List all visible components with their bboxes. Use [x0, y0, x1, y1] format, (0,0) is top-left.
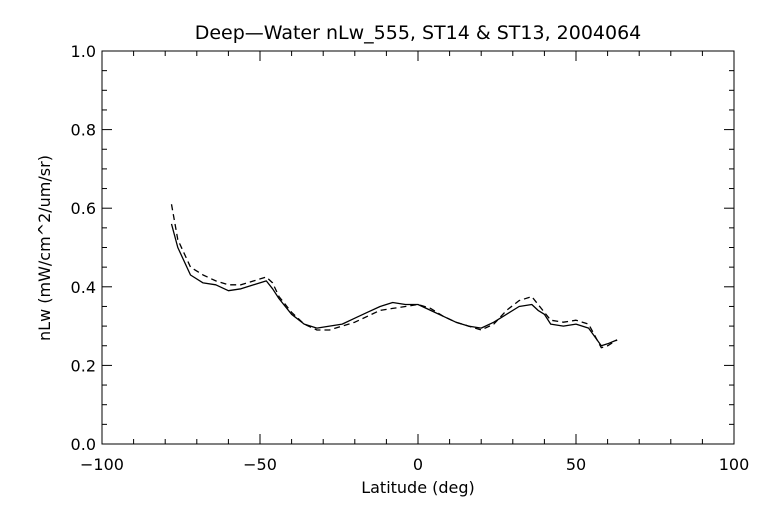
x-tick-label: 0 [413, 455, 423, 474]
y-tick-label: 0.8 [71, 121, 96, 140]
y-tick-label: 0.0 [71, 435, 96, 454]
y-tick-label: 0.6 [71, 199, 96, 218]
x-tick-label: −100 [80, 455, 124, 474]
y-axis-label: nLw (mW/cm^2/um/sr) [35, 155, 54, 341]
series-group [170, 204, 618, 349]
x-tick-label: 50 [566, 455, 586, 474]
chart-title: Deep—Water nLw_555, ST14 & ST13, 2004064 [195, 22, 642, 44]
axis-tick-labels: −100 −50 0 50 100 0.0 0.2 0.4 0.6 0.8 1.0 [71, 42, 750, 474]
x-tick-label: −50 [243, 455, 277, 474]
plot-frame [101, 50, 735, 445]
x-axis-label: Latitude (deg) [361, 478, 475, 497]
y-tick-label: 0.4 [71, 278, 96, 297]
series-line-solid [170, 223, 618, 347]
y-tick-label: 0.2 [71, 356, 96, 375]
axis-ticks [101, 50, 735, 445]
series-line-dashed [170, 204, 618, 349]
y-tick-label: 1.0 [71, 42, 96, 61]
x-tick-label: 100 [719, 455, 750, 474]
